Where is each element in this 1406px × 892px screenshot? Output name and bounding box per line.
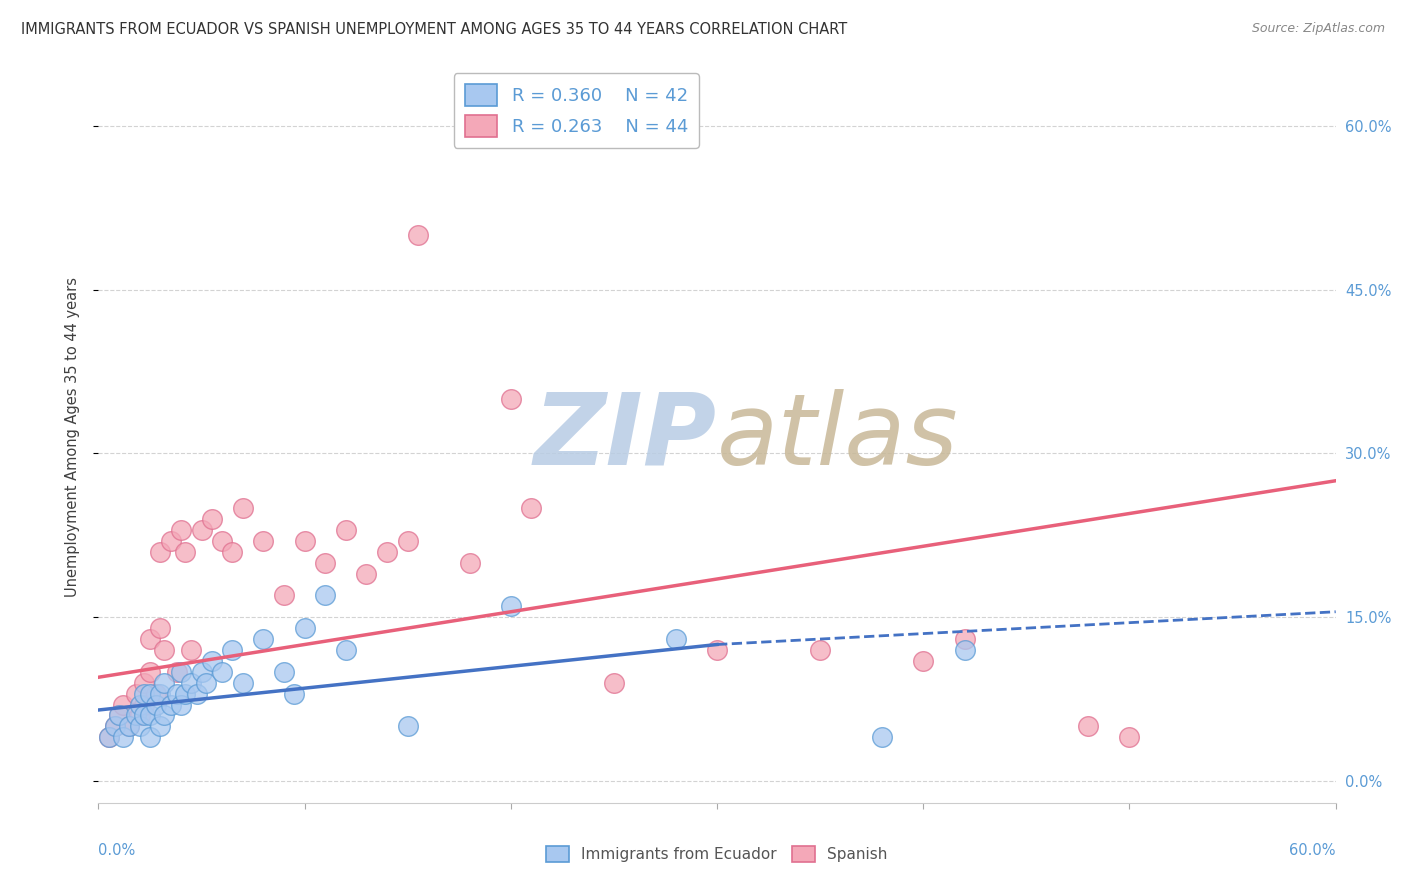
Point <box>145 687 167 701</box>
Point <box>221 545 243 559</box>
Point <box>180 643 202 657</box>
Point <box>186 687 208 701</box>
Point <box>170 665 193 679</box>
Point <box>1118 731 1140 745</box>
Point <box>283 687 305 701</box>
Point <box>706 643 728 657</box>
Point <box>159 698 181 712</box>
Point <box>603 675 626 690</box>
Point <box>294 621 316 635</box>
Point <box>104 719 127 733</box>
Point <box>174 545 197 559</box>
Point <box>139 731 162 745</box>
Point <box>396 719 419 733</box>
Point <box>870 731 893 745</box>
Point <box>97 731 120 745</box>
Text: atlas: atlas <box>717 389 959 485</box>
Point <box>273 665 295 679</box>
Point <box>953 632 976 646</box>
Point <box>201 654 224 668</box>
Point <box>520 501 543 516</box>
Point <box>112 698 135 712</box>
Point <box>128 719 150 733</box>
Point <box>139 632 162 646</box>
Point <box>128 708 150 723</box>
Point <box>108 708 131 723</box>
Point <box>294 533 316 548</box>
Point <box>97 731 120 745</box>
Point <box>104 719 127 733</box>
Text: ZIP: ZIP <box>534 389 717 485</box>
Point <box>458 556 481 570</box>
Point <box>201 512 224 526</box>
Point <box>139 665 162 679</box>
Point <box>314 556 336 570</box>
Point <box>112 731 135 745</box>
Point <box>149 719 172 733</box>
Point <box>139 687 162 701</box>
Point <box>180 675 202 690</box>
Point <box>139 708 162 723</box>
Point <box>499 599 522 614</box>
Point <box>124 687 146 701</box>
Point <box>159 533 181 548</box>
Point <box>252 632 274 646</box>
Point <box>232 501 254 516</box>
Point <box>232 675 254 690</box>
Point <box>190 665 212 679</box>
Point <box>1077 719 1099 733</box>
Point <box>273 588 295 602</box>
Point <box>211 533 233 548</box>
Point <box>132 708 155 723</box>
Point <box>665 632 688 646</box>
Point <box>953 643 976 657</box>
Text: 60.0%: 60.0% <box>1289 843 1336 858</box>
Point <box>108 708 131 723</box>
Text: 0.0%: 0.0% <box>98 843 135 858</box>
Point <box>149 687 172 701</box>
Point <box>396 533 419 548</box>
Point <box>166 687 188 701</box>
Point <box>808 643 831 657</box>
Point <box>375 545 398 559</box>
Point <box>118 719 141 733</box>
Point <box>406 228 429 243</box>
Point <box>335 523 357 537</box>
Point <box>356 566 378 581</box>
Point <box>174 687 197 701</box>
Point <box>314 588 336 602</box>
Point <box>153 643 176 657</box>
Point <box>132 687 155 701</box>
Point <box>499 392 522 406</box>
Point <box>118 719 141 733</box>
Point <box>912 654 935 668</box>
Point <box>145 698 167 712</box>
Text: IMMIGRANTS FROM ECUADOR VS SPANISH UNEMPLOYMENT AMONG AGES 35 TO 44 YEARS CORREL: IMMIGRANTS FROM ECUADOR VS SPANISH UNEMP… <box>21 22 848 37</box>
Legend: Immigrants from Ecuador, Spanish: Immigrants from Ecuador, Spanish <box>540 839 894 868</box>
Point <box>149 621 172 635</box>
Point <box>252 533 274 548</box>
Point <box>211 665 233 679</box>
Point <box>128 698 150 712</box>
Text: Source: ZipAtlas.com: Source: ZipAtlas.com <box>1251 22 1385 36</box>
Point <box>170 523 193 537</box>
Point <box>149 545 172 559</box>
Point <box>124 708 146 723</box>
Point <box>153 708 176 723</box>
Point <box>190 523 212 537</box>
Y-axis label: Unemployment Among Ages 35 to 44 years: Unemployment Among Ages 35 to 44 years <box>65 277 80 597</box>
Point <box>132 675 155 690</box>
Point <box>170 698 193 712</box>
Point <box>335 643 357 657</box>
Point <box>153 675 176 690</box>
Point <box>194 675 217 690</box>
Point <box>132 698 155 712</box>
Point <box>221 643 243 657</box>
Point <box>166 665 188 679</box>
